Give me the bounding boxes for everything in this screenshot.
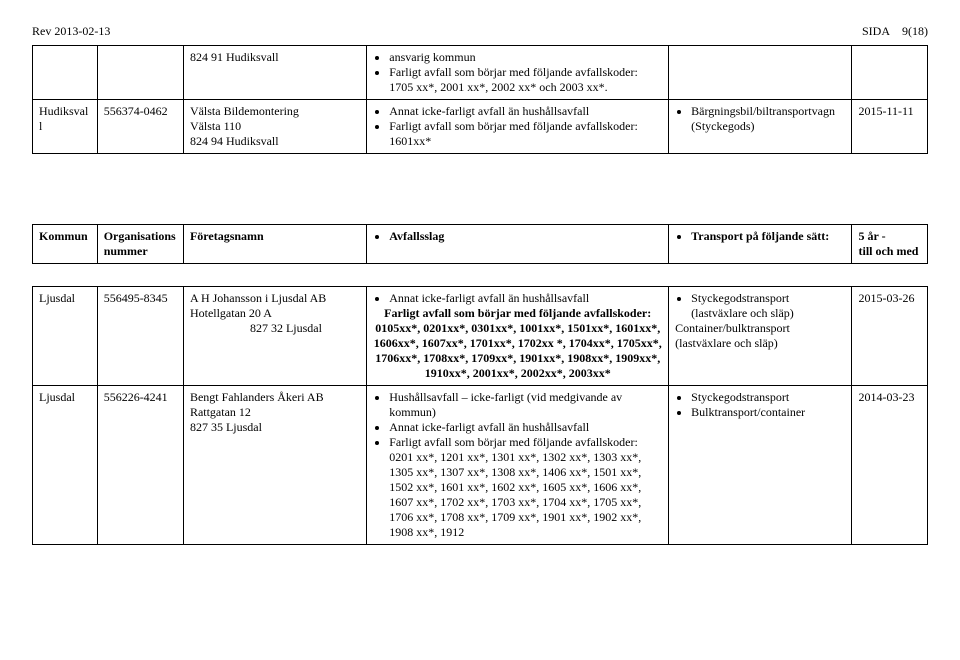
- company-line: Rattgatan 12: [190, 405, 251, 419]
- list-item: Styckegodstransport (lastväxlare och slä…: [691, 291, 845, 321]
- col-orgnr: Organisations nummer: [97, 225, 183, 264]
- company-line: Bengt Fahlanders Åkeri AB: [190, 390, 324, 404]
- cell-transport: Styckegodstransport Bulktransport/contai…: [669, 386, 852, 545]
- header-text: till och med: [858, 244, 918, 258]
- cell-date: 2015-03-26: [852, 287, 928, 386]
- cell-orgnr: 556226-4241: [97, 386, 183, 545]
- list-item: Annat icke-farligt avfall än hushållsavf…: [389, 291, 662, 306]
- company-line: Hotellgatan 20 A: [190, 306, 272, 320]
- list-item: Farligt avfall som börjar med följande a…: [389, 65, 662, 95]
- list-item: Bärgningsbil/biltransportvagn (Styckegod…: [691, 104, 845, 134]
- cell-orgnr: [97, 46, 183, 100]
- company-line: A H Johansson i Ljusdal AB: [190, 291, 326, 305]
- company-line: Välsta Bildemontering: [190, 104, 299, 118]
- cell-date: 2014-03-23: [852, 386, 928, 545]
- page-header: Rev 2013-02-13 SIDA 9(18): [32, 24, 928, 39]
- cell-company: A H Johansson i Ljusdal AB Hotellgatan 2…: [183, 287, 366, 386]
- list-item: Bulktransport/container: [691, 405, 845, 420]
- list-item: Avfallsslag: [389, 229, 662, 244]
- col-kommun: Kommun: [33, 225, 98, 264]
- company-line: 824 94 Hudiksvall: [190, 134, 279, 148]
- spacer: [32, 264, 928, 286]
- list-item: Hushållsavfall – icke-farligt (vid medgi…: [389, 390, 662, 420]
- company-line: 827 32 Ljusdal: [190, 321, 322, 335]
- table-row: Hudiksvall 556374-0462 Välsta Bildemonte…: [33, 100, 928, 154]
- cell-company: 824 91 Hudiksvall: [183, 46, 366, 100]
- cell-kommun: [33, 46, 98, 100]
- page-right: SIDA 9(18): [862, 24, 928, 39]
- cell-kommun: Hudiksvall: [33, 100, 98, 154]
- cell-avfall: Hushållsavfall – icke-farligt (vid medgi…: [367, 386, 669, 545]
- top-table: 824 91 Hudiksvall ansvarig kommun Farlig…: [32, 45, 928, 154]
- table-row: 824 91 Hudiksvall ansvarig kommun Farlig…: [33, 46, 928, 100]
- header-text: Organisations: [104, 229, 176, 243]
- header-row: Kommun Organisations nummer Företagsnamn…: [33, 225, 928, 264]
- cell-transport: Styckegodstransport (lastväxlare och slä…: [669, 287, 852, 386]
- cell-date: [852, 46, 928, 100]
- transport-text: Container/bulktransport (lastväxlare och…: [675, 321, 845, 351]
- sida-label: SIDA: [862, 24, 890, 38]
- cell-avfall: Annat icke-farligt avfall än hushållsavf…: [367, 100, 669, 154]
- company-line: Välsta 110: [190, 119, 241, 133]
- cell-transport: Bärgningsbil/biltransportvagn (Styckegod…: [669, 100, 852, 154]
- bottom-table: Ljusdal 556495-8345 A H Johansson i Ljus…: [32, 286, 928, 545]
- avfall-text: Farligt avfall som börjar med följande a…: [373, 306, 662, 381]
- cell-orgnr: 556374-0462: [97, 100, 183, 154]
- cell-avfall: Annat icke-farligt avfall än hushållsavf…: [367, 287, 669, 386]
- cell-date: 2015-11-11: [852, 100, 928, 154]
- list-item: Annat icke-farligt avfall än hushållsavf…: [389, 420, 662, 435]
- list-item: ansvarig kommun: [389, 50, 662, 65]
- col-company: Företagsnamn: [183, 225, 366, 264]
- col-avfall: Avfallsslag: [367, 225, 669, 264]
- table-row: Ljusdal 556226-4241 Bengt Fahlanders Åke…: [33, 386, 928, 545]
- list-item: Annat icke-farligt avfall än hushållsavf…: [389, 104, 662, 119]
- cell-kommun: Ljusdal: [33, 287, 98, 386]
- cell-avfall: ansvarig kommun Farligt avfall som börja…: [367, 46, 669, 100]
- header-table: Kommun Organisations nummer Företagsnamn…: [32, 224, 928, 264]
- cell-company: Bengt Fahlanders Åkeri AB Rattgatan 12 8…: [183, 386, 366, 545]
- col-date: 5 år - till och med: [852, 225, 928, 264]
- cell-transport: [669, 46, 852, 100]
- rev-date: Rev 2013-02-13: [32, 24, 110, 39]
- page-number: 9(18): [902, 24, 928, 38]
- table-row: Ljusdal 556495-8345 A H Johansson i Ljus…: [33, 287, 928, 386]
- list-item: Farligt avfall som börjar med följande a…: [389, 119, 662, 149]
- cell-orgnr: 556495-8345: [97, 287, 183, 386]
- header-text: nummer: [104, 244, 148, 258]
- spacer: [32, 154, 928, 224]
- company-line: 827 35 Ljusdal: [190, 420, 262, 434]
- list-item: Farligt avfall som börjar med följande a…: [389, 435, 662, 540]
- company-line: 824 91 Hudiksvall: [190, 50, 279, 64]
- cell-company: Välsta Bildemontering Välsta 110 824 94 …: [183, 100, 366, 154]
- list-item: Transport på följande sätt:: [691, 229, 845, 244]
- col-transport: Transport på följande sätt:: [669, 225, 852, 264]
- list-item: Styckegodstransport: [691, 390, 845, 405]
- cell-kommun: Ljusdal: [33, 386, 98, 545]
- header-text: 5 år -: [858, 229, 885, 243]
